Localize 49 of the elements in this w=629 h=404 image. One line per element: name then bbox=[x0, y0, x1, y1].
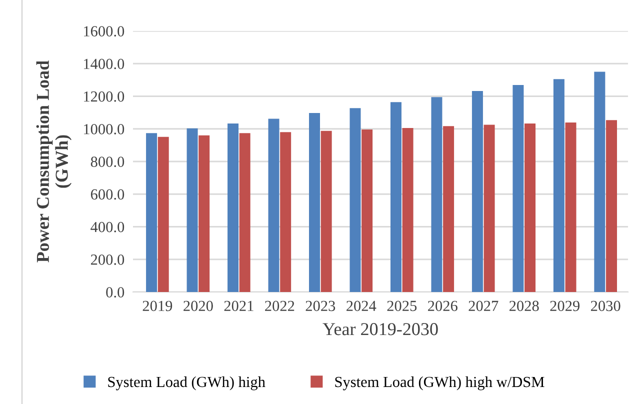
bar bbox=[280, 132, 292, 292]
bar bbox=[320, 130, 332, 292]
bar bbox=[443, 126, 454, 292]
legend-label: System Load (GWh) high bbox=[108, 376, 266, 390]
bar bbox=[512, 84, 524, 292]
x-tick-label: 2024 bbox=[346, 300, 376, 312]
x-tick-label: 2027 bbox=[468, 300, 498, 312]
x-tick-label: 2026 bbox=[428, 300, 458, 312]
bar bbox=[594, 72, 606, 292]
bar bbox=[228, 123, 239, 292]
y-tick-label: 1200.0 bbox=[84, 91, 124, 102]
y-tick-label: 1000.0 bbox=[84, 124, 124, 134]
bar bbox=[239, 133, 250, 292]
bar bbox=[198, 135, 210, 292]
x-tick-label: 2025 bbox=[387, 300, 417, 312]
bar bbox=[606, 120, 617, 292]
bar bbox=[431, 97, 442, 292]
bar bbox=[390, 102, 402, 292]
x-tick-label: 2019 bbox=[142, 300, 172, 312]
bar bbox=[309, 113, 320, 292]
bar bbox=[553, 79, 564, 292]
x-tick-label: 2028 bbox=[510, 300, 539, 312]
x-tick-label: 2030 bbox=[590, 300, 620, 312]
x-tick-label: 2020 bbox=[184, 300, 213, 312]
y-tick-label: 200.0 bbox=[90, 254, 124, 265]
y-tick-label: 1400.0 bbox=[84, 58, 124, 70]
x-tick-label: 2022 bbox=[265, 300, 294, 312]
bar bbox=[472, 91, 483, 292]
bar bbox=[268, 118, 280, 292]
bar bbox=[350, 108, 361, 292]
x-tick-label: 2023 bbox=[306, 300, 336, 312]
bar bbox=[565, 122, 576, 292]
y-axis-title: Power Consumption Load (GWh) bbox=[36, 60, 72, 262]
x-tick-label: 2029 bbox=[550, 300, 580, 312]
bar bbox=[402, 128, 414, 292]
x-tick-label: 2021 bbox=[224, 300, 254, 312]
bar bbox=[158, 136, 169, 292]
y-tick-label: 1600.0 bbox=[84, 26, 124, 37]
bar bbox=[524, 123, 536, 292]
y-tick-label: 400.0 bbox=[90, 222, 124, 232]
bar bbox=[146, 133, 158, 292]
legend-label: System Load (GWh) high w/DSM bbox=[335, 376, 544, 390]
bar bbox=[484, 124, 495, 292]
x-axis-title: Year 2019-2030 bbox=[322, 323, 438, 336]
bar bbox=[186, 128, 198, 292]
y-tick-label: 600.0 bbox=[90, 189, 124, 200]
bar bbox=[362, 130, 373, 292]
y-tick-label: 0.0 bbox=[106, 287, 124, 298]
y-tick-label: 800.0 bbox=[90, 156, 124, 168]
